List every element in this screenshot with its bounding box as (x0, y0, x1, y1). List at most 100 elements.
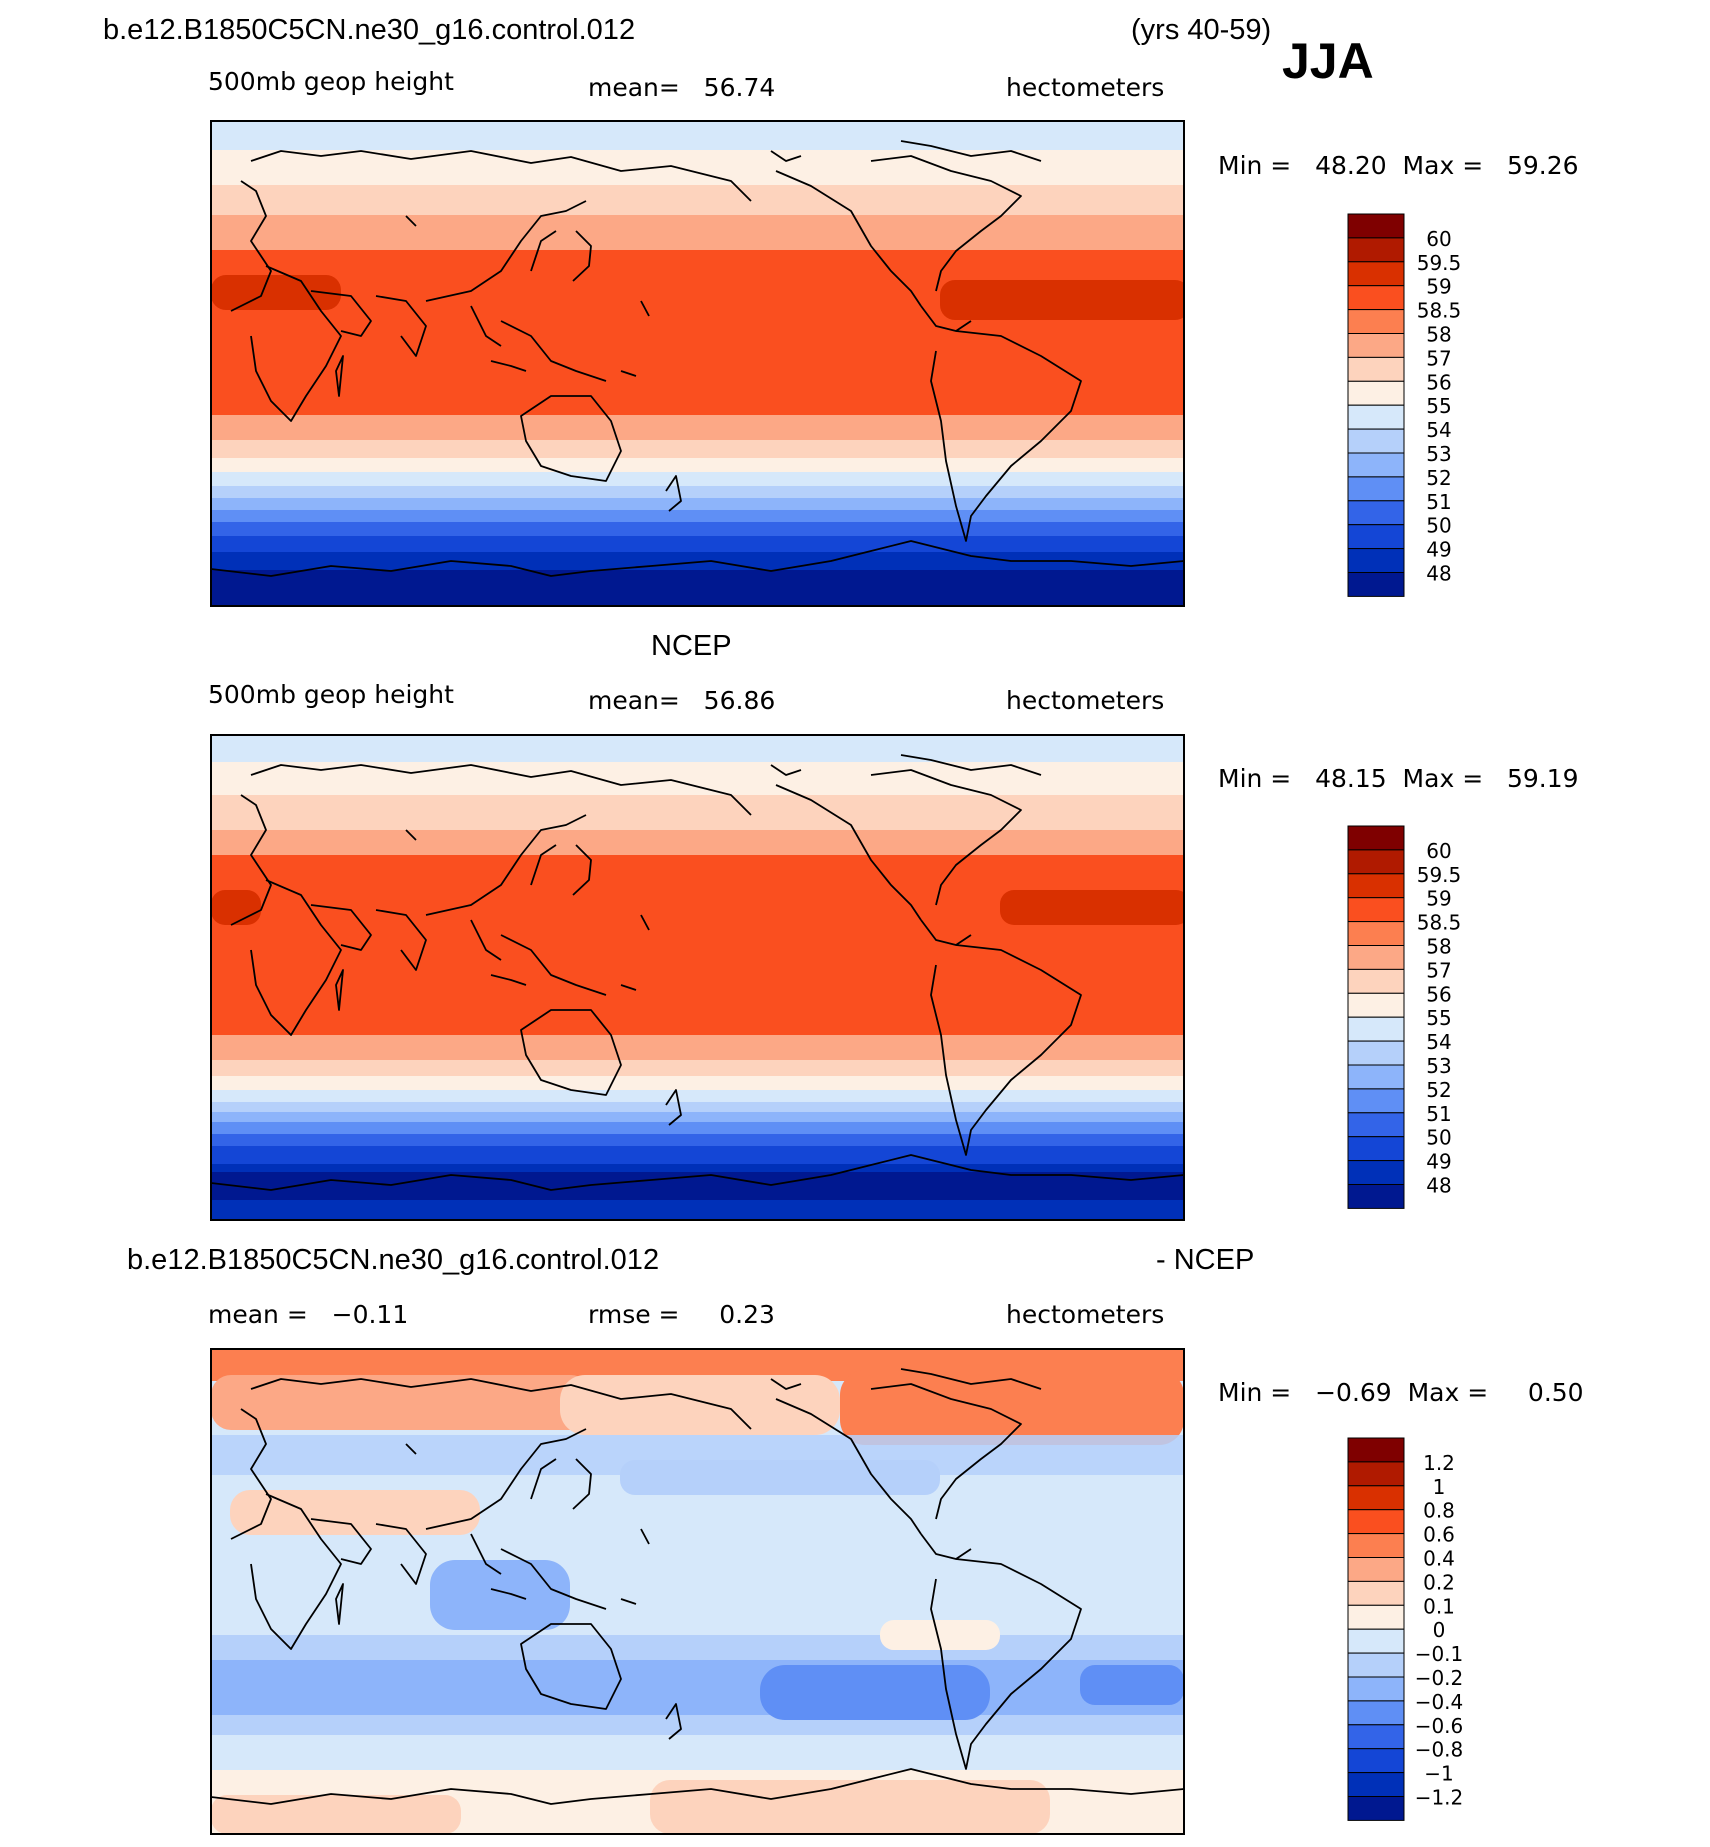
colorbar-tick-label: 58 (1426, 935, 1451, 959)
colorbar-tick-label: 1.2 (1423, 1451, 1455, 1475)
colorbar-swatch (1347, 237, 1405, 263)
colorbar-swatch (1347, 945, 1405, 970)
colorbar-tick-label: 0.1 (1423, 1594, 1455, 1618)
colorbar-tick-label: 57 (1426, 958, 1451, 982)
colorbar-tick-label: 58.5 (1417, 911, 1462, 935)
colorbar-swatch (1347, 428, 1405, 454)
map-frame (210, 1348, 1185, 1835)
colorbar-tick-label: 59 (1426, 887, 1451, 911)
colorbar-swatch (1347, 1796, 1405, 1821)
colorbar-swatch (1347, 1112, 1405, 1138)
colorbar-swatch (1347, 1628, 1405, 1654)
colorbar-swatch (1347, 1652, 1405, 1678)
colorbar-tick-label: 1 (1433, 1475, 1446, 1499)
colorbar-tick-label: 58 (1426, 323, 1451, 347)
colorbar-swatch (1347, 1676, 1405, 1702)
panel-mean-label: mean = −0.11 (208, 1300, 408, 1329)
colorbar-swatch (1347, 1748, 1405, 1774)
colorbar-tick-label: −0.4 (1415, 1690, 1464, 1714)
case-name-header: b.e12.B1850C5CN.ne30_g16.control.012 (103, 14, 635, 46)
colorbar-swatch (1347, 261, 1405, 287)
season-label: JJA (1282, 33, 1374, 89)
panel-rmse-label: rmse = 0.23 (588, 1300, 775, 1329)
years-label: (yrs 40-59) (1131, 14, 1271, 46)
colorbar-tick-label: 52 (1426, 1078, 1451, 1102)
colorbar-swatch (1347, 1184, 1405, 1209)
colorbar-tick-label: 58.5 (1417, 299, 1462, 323)
colorbar-tick-label: 53 (1426, 1054, 1451, 1078)
colorbar: 1.210.80.60.40.20.10−0.1−0.2−0.4−0.6−0.8… (1347, 1437, 1464, 1821)
colorbar-tick-label: 51 (1426, 1102, 1451, 1126)
colorbar-swatch (1347, 213, 1405, 239)
colorbar-tick-label: 51 (1426, 490, 1451, 514)
colorbar-swatch (1347, 1437, 1405, 1463)
colorbar-swatch (1347, 548, 1405, 573)
colorbar-tick-label: 52 (1426, 466, 1451, 490)
panel-units-label: hectometers (1006, 73, 1164, 102)
panel-variable-label: 500mb geop height (208, 67, 454, 96)
colorbar-tick-label: 56 (1426, 982, 1451, 1006)
map-frame (210, 734, 1185, 1221)
panel-obs: NCEP 500mb geop height mean= 56.86 hecto… (208, 630, 1579, 1221)
colorbar-swatch (1347, 1016, 1405, 1042)
colorbar-tick-label: 60 (1426, 839, 1451, 863)
colorbar-swatch (1347, 921, 1405, 946)
colorbar-swatch (1347, 404, 1405, 430)
colorbar-tick-label: 59.5 (1417, 251, 1462, 275)
colorbar-swatch (1347, 992, 1405, 1018)
map-frame (210, 120, 1185, 607)
panel-range-label: Min = 48.20 Max = 59.26 (1218, 151, 1579, 180)
colorbar-tick-label: 0.6 (1423, 1523, 1455, 1547)
colorbar-swatch (1347, 1604, 1405, 1630)
map-field (211, 1349, 1184, 1834)
colorbar-tick-label: 54 (1426, 418, 1451, 442)
panel-units-label: hectometers (1006, 1300, 1164, 1329)
panel-mean-label: mean= 56.86 (588, 686, 775, 715)
panel-variable-label: 500mb geop height (208, 680, 454, 709)
colorbar-swatch (1347, 1772, 1405, 1797)
map-field (211, 121, 1184, 606)
colorbar-tick-label: 55 (1426, 1006, 1451, 1030)
colorbar-swatch (1347, 825, 1405, 851)
colorbar-swatch (1347, 356, 1405, 382)
colorbar-swatch (1347, 1724, 1405, 1750)
colorbar-swatch (1347, 1580, 1405, 1606)
colorbar-swatch (1347, 452, 1405, 478)
colorbar-tick-label: 49 (1426, 538, 1451, 562)
colorbar-swatch (1347, 333, 1405, 358)
colorbar-tick-label: −0.8 (1415, 1738, 1464, 1762)
colorbar-tick-label: 54 (1426, 1030, 1451, 1054)
colorbar-tick-label: 53 (1426, 442, 1451, 466)
colorbar-swatch (1347, 476, 1405, 502)
colorbar-tick-label: 50 (1426, 1126, 1451, 1150)
panel-diff: b.e12.B1850C5CN.ne30_g16.control.012 - N… (127, 1244, 1584, 1835)
colorbar-tick-label: −0.6 (1415, 1714, 1464, 1738)
colorbar-tick-label: 56 (1426, 370, 1451, 394)
colorbar-swatch (1347, 309, 1405, 335)
map-field (211, 735, 1184, 1220)
colorbar-tick-label: 60 (1426, 227, 1451, 251)
panel-units-label: hectometers (1006, 686, 1164, 715)
colorbar-swatch (1347, 1136, 1405, 1162)
colorbar-swatch (1347, 285, 1405, 311)
colorbar-tick-label: 48 (1426, 1174, 1451, 1198)
colorbar-swatch (1347, 1088, 1405, 1114)
panel-title: NCEP (651, 630, 732, 662)
colorbar-swatch (1347, 1557, 1405, 1582)
panel-title: b.e12.B1850C5CN.ne30_g16.control.012 (127, 1244, 659, 1276)
colorbar-tick-label: 57 (1426, 346, 1451, 370)
colorbar-tick-label: −1.2 (1415, 1786, 1464, 1810)
colorbar-tick-label: 0.8 (1423, 1499, 1455, 1523)
colorbar-swatch (1347, 1064, 1405, 1090)
panel-title-right: - NCEP (1156, 1244, 1254, 1276)
colorbar-tick-label: 0 (1433, 1618, 1446, 1642)
colorbar-tick-label: 0.4 (1423, 1547, 1455, 1571)
colorbar-swatch (1347, 1700, 1405, 1726)
colorbar-tick-label: 50 (1426, 514, 1451, 538)
colorbar-swatch (1347, 380, 1405, 406)
colorbar-tick-label: 49 (1426, 1150, 1451, 1174)
colorbar-tick-label: −0.2 (1415, 1666, 1464, 1690)
colorbar-swatch (1347, 1461, 1405, 1487)
